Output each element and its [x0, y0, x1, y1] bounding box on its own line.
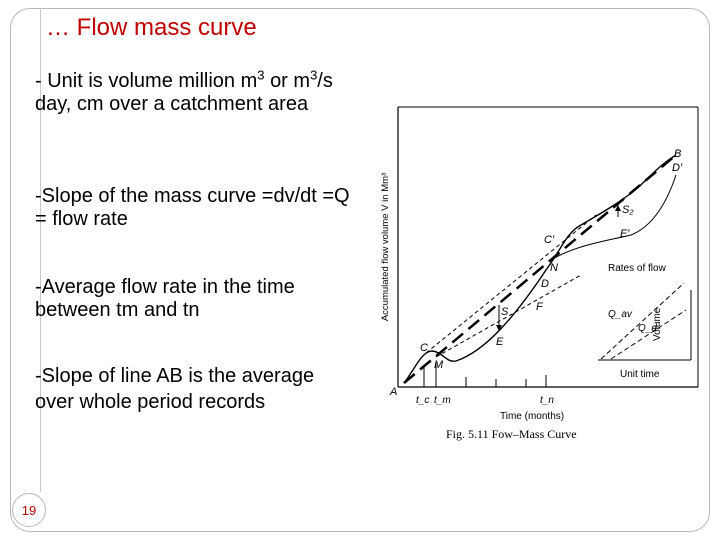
point-d-prime: D′ — [672, 162, 683, 174]
figure-caption: Fig. 5.11 Fow–Mass Curve — [446, 427, 577, 441]
secondary-curve — [550, 174, 677, 261]
mass-curve — [403, 154, 677, 384]
bullet-units-sup-a: 3 — [257, 67, 265, 83]
point-e-prime: E′ — [620, 228, 630, 240]
bullet-line-ab: -Slope of line AB is the average over wh… — [35, 365, 315, 413]
label-s: S — [501, 306, 509, 318]
point-c-prime: C′ — [544, 234, 555, 246]
label-tc: t_c — [416, 395, 429, 406]
tangent-line-d — [435, 274, 582, 358]
label-s2: S₂ — [622, 204, 634, 216]
point-f: F — [536, 301, 544, 313]
left-divider-line — [40, 8, 41, 492]
inset-line-qd — [610, 309, 687, 360]
label-qav: Q_av — [608, 309, 633, 320]
bullet-units-text-c: /s day, cm over a catchment area — [35, 70, 333, 115]
label-qd: Q_d — [638, 323, 657, 334]
page-number-badge: 19 — [12, 493, 46, 527]
label-volume: Volume — [652, 307, 663, 341]
point-a: A — [389, 386, 397, 398]
label-unit-time: Unit time — [620, 369, 660, 380]
mass-curve-figure: A B D′ C C′ D E E′ F M N S S₂ t_c t_m t_… — [380, 106, 699, 441]
page-number: 19 — [21, 502, 37, 518]
slide-frame — [10, 8, 710, 532]
bullet-units-sup-b: 3 — [310, 67, 318, 83]
inset-line-qav — [600, 282, 685, 360]
slide-title: … Flow mass curve — [46, 14, 257, 41]
label-rates-of-flow: Rates of flow — [608, 263, 667, 274]
bullet-units-text-a: - Unit is volume million m — [35, 70, 258, 92]
label-tm: t_m — [434, 395, 451, 406]
point-d: D — [541, 278, 549, 290]
bullet-units: - Unit is volume million m3 or m3/s day,… — [35, 67, 355, 116]
y-axis-label: Accumulated flow volume V in Mm³ — [380, 173, 391, 321]
tangent-line-c — [425, 214, 597, 354]
label-tn: t_n — [540, 395, 554, 406]
x-axis-label: Time (months) — [500, 411, 564, 422]
point-n: N — [550, 262, 558, 274]
point-e: E — [496, 336, 504, 348]
bullet-slope: -Slope of the mass curve =dv/dt =Q = flo… — [35, 185, 350, 230]
point-m: M — [434, 359, 444, 371]
bullet-average-flow: -Average flow rate in the time between t… — [35, 276, 295, 321]
point-c: C — [420, 342, 428, 354]
bullet-units-text-b: or m — [270, 70, 311, 92]
point-b: B — [674, 148, 681, 160]
